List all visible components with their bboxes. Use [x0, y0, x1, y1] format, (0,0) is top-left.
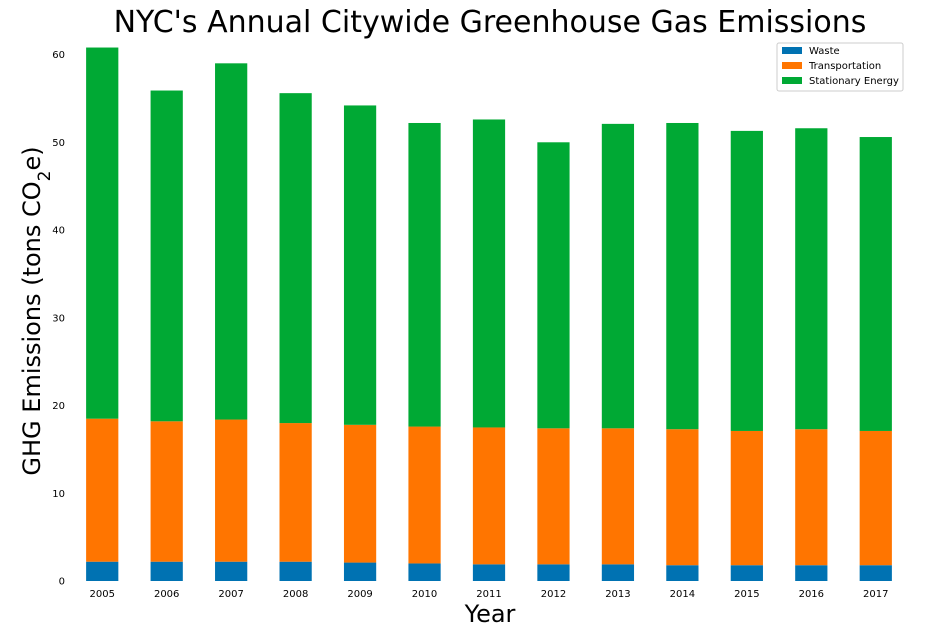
y-axis-ticks: 0 10 20 30 40 50 60: [52, 50, 65, 587]
legend-label: Transportation: [808, 61, 881, 72]
bar-transportation-2011: [472, 427, 506, 565]
bar-waste-2011: [472, 564, 506, 581]
bar-stationary-energy-2005: [86, 47, 119, 419]
bars-group: [86, 47, 892, 581]
legend-label: Waste: [809, 46, 840, 57]
y-tick-label: 50: [52, 138, 65, 149]
bar-transportation-2012: [537, 428, 570, 565]
x-tick-label: 2012: [541, 589, 566, 600]
x-axis-ticks: 2005 2006 2007 2008 2009 2010 2011 2012 2013 2014…: [90, 589, 889, 600]
bar-waste-2014: [666, 565, 699, 581]
bar-waste-2006: [150, 561, 183, 581]
bar-transportation-2008: [279, 423, 312, 562]
bar-transportation-2005: [86, 418, 119, 562]
y-tick-label: 30: [52, 313, 65, 324]
legend-swatch: [782, 62, 802, 69]
bar-stationary-energy-2006: [150, 90, 183, 422]
legend-swatch: [782, 47, 802, 54]
bar-transportation-2010: [408, 426, 441, 564]
bar-waste-2005: [86, 561, 119, 581]
y-tick-label: 0: [59, 577, 65, 588]
bar-waste-2015: [730, 565, 763, 581]
legend-box: [776, 42, 904, 92]
bar-stationary-energy-2009: [343, 105, 377, 425]
bar-stationary-energy-2011: [472, 119, 506, 428]
y-axis-label: GHG Emissions (tons CO2e): [18, 146, 55, 475]
x-axis-label: Year: [464, 600, 516, 628]
bar-transportation-2007: [215, 419, 248, 562]
bar-waste-2010: [408, 563, 441, 581]
x-tick-label: 2013: [605, 589, 630, 600]
bar-waste-2016: [795, 565, 828, 581]
x-tick-label: 2010: [412, 589, 437, 600]
x-tick-label: 2017: [863, 589, 888, 600]
y-tick-label: 20: [52, 401, 65, 412]
bar-stationary-energy-2007: [215, 63, 248, 420]
y-tick-label: 60: [52, 50, 65, 61]
bar-waste-2017: [859, 565, 892, 581]
x-tick-label: 2009: [347, 589, 372, 600]
bar-transportation-2009: [343, 424, 377, 563]
bar-transportation-2013: [601, 428, 635, 565]
bar-stationary-energy-2016: [795, 128, 828, 430]
bar-stationary-energy-2014: [666, 122, 699, 430]
bar-stationary-energy-2017: [859, 137, 892, 431]
bar-stationary-energy-2013: [601, 123, 635, 429]
bar-stationary-energy-2015: [730, 130, 763, 431]
x-tick-label: 2005: [90, 589, 115, 600]
bar-stationary-energy-2008: [279, 93, 312, 424]
chart-title: NYC's Annual Citywide Greenhouse Gas Emi…: [114, 5, 867, 40]
bar-stationary-energy-2010: [408, 122, 441, 427]
x-tick-label: 2015: [734, 589, 759, 600]
legend: Waste Transportation Stationary Energy: [776, 42, 904, 92]
x-tick-label: 2007: [218, 589, 243, 600]
bar-transportation-2014: [666, 429, 699, 566]
y-tick-label: 10: [52, 489, 65, 500]
y-axis-label-suffix: e): [18, 146, 46, 170]
x-tick-label: 2014: [670, 589, 695, 600]
bar-waste-2013: [601, 564, 635, 581]
bar-waste-2008: [279, 561, 312, 581]
bar-transportation-2015: [730, 430, 763, 566]
legend-swatch: [782, 77, 802, 84]
bar-waste-2009: [343, 562, 377, 581]
bar-transportation-2017: [859, 430, 892, 566]
x-tick-label: 2016: [799, 589, 824, 600]
x-tick-label: 2008: [283, 589, 308, 600]
bar-waste-2012: [537, 564, 570, 581]
x-tick-label: 2006: [154, 589, 179, 600]
y-axis-label-main: GHG Emissions (tons CO: [18, 181, 46, 475]
bar-stationary-energy-2012: [537, 142, 570, 429]
bar-transportation-2006: [150, 421, 183, 562]
legend-label: Stationary Energy: [809, 76, 899, 87]
x-tick-label: 2011: [476, 589, 501, 600]
bar-transportation-2016: [795, 429, 828, 566]
bar-waste-2007: [215, 561, 248, 581]
y-axis-label-subscript: 2: [35, 171, 55, 182]
y-tick-label: 40: [52, 226, 65, 237]
